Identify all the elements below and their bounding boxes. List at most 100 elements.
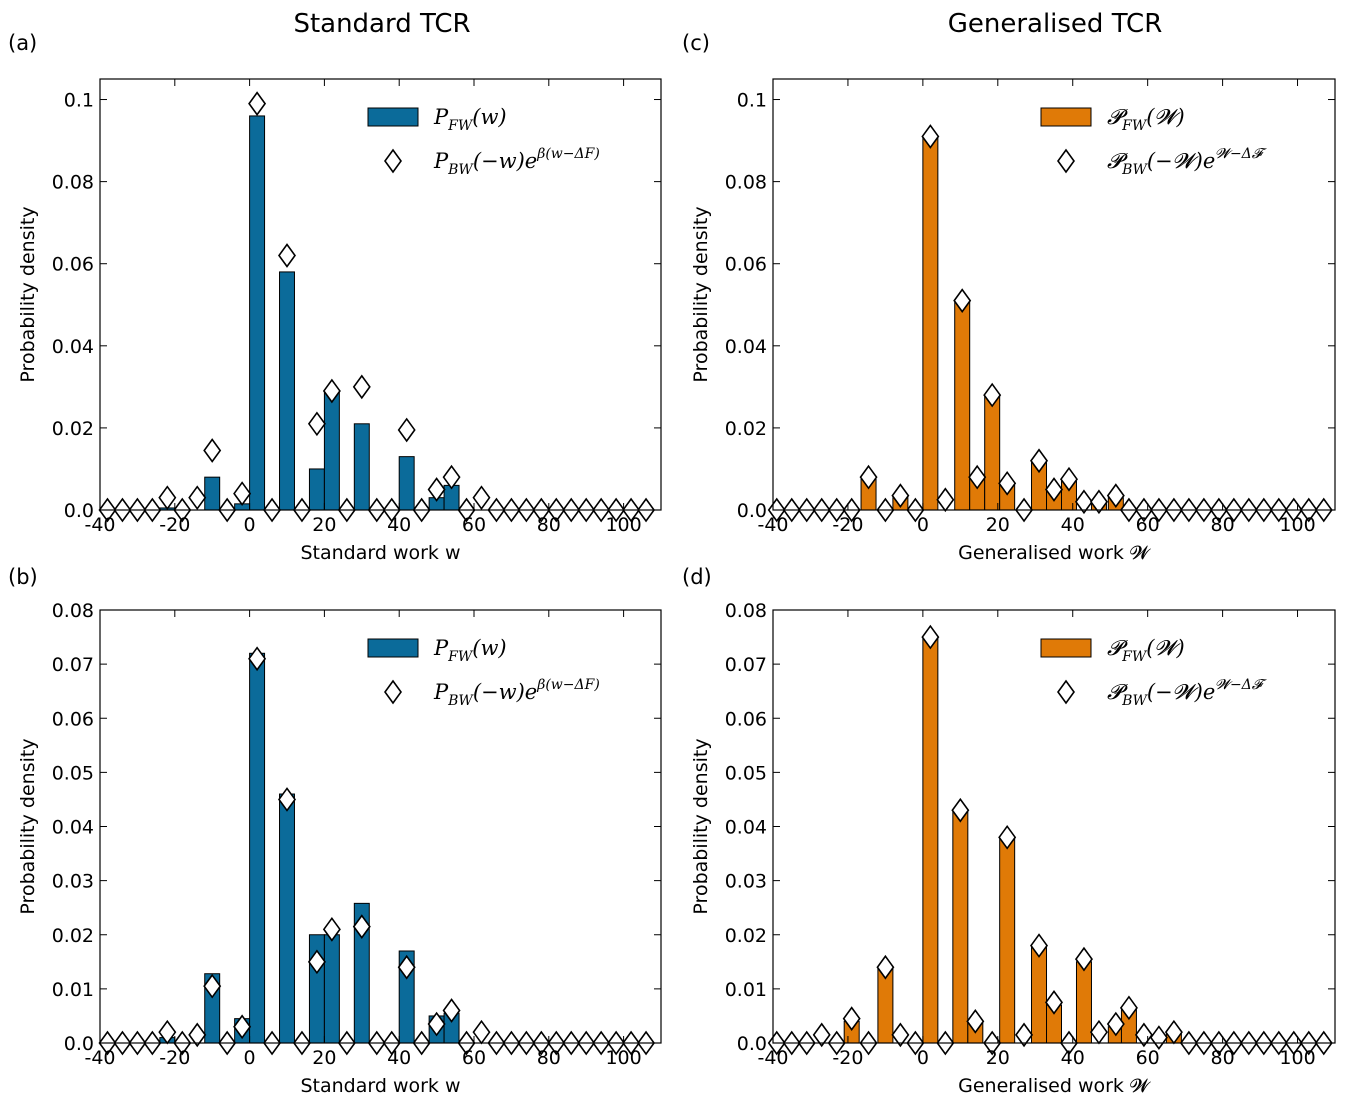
marker-point (278, 787, 296, 812)
marker-point (951, 797, 970, 823)
marker-point (203, 438, 222, 463)
column-title-standard: Standard TCR (293, 9, 470, 39)
x-axis-label: Standard work w (300, 542, 460, 564)
panel-b: (b) -40 -20 0 20 40 60 80 100 0.0 0.01 0.02 0.03 0.04… (8, 565, 662, 1097)
legend-entry-bars: PFW(w) (433, 636, 507, 665)
bar (249, 115, 266, 511)
axes-frame (772, 78, 1336, 511)
x-tick-label: 60 (462, 514, 486, 536)
x-tick-label: -40 (757, 1047, 788, 1069)
y-tick-label: 0.1 (737, 90, 767, 112)
marker-point (1106, 1011, 1125, 1037)
x-tick-label: 0 (244, 514, 256, 536)
legend: PFW(w) PBW(−w)eβ(w−ΔF) (367, 636, 600, 709)
marker-point (442, 464, 461, 490)
x-tick-label: -40 (84, 514, 115, 536)
x-tick-label: 40 (387, 1047, 411, 1069)
marker-point (1045, 990, 1063, 1015)
marker-point (158, 485, 177, 511)
y-tick-label: 0.06 (725, 254, 767, 276)
x-tick-label: 100 (1279, 514, 1315, 536)
marker-point (322, 916, 341, 942)
marker-point (891, 483, 910, 508)
x-tick-label: 80 (1211, 1047, 1235, 1069)
marker-point (352, 374, 371, 400)
marker-point (1074, 489, 1093, 515)
x-tick-label: 80 (537, 514, 561, 536)
legend-entry-bars: 𝓟FW(𝓦) (1107, 105, 1185, 134)
marker-point (983, 382, 1002, 408)
marker-point (1149, 1025, 1168, 1050)
bar (922, 135, 939, 511)
legend-entry-bars: PFW(w) (433, 105, 507, 134)
y-tick-label: 0.08 (52, 172, 94, 194)
y-tick-label: 0.0 (64, 500, 94, 522)
bar (1031, 945, 1048, 1044)
legend-marker-swatch (384, 148, 402, 174)
marker-point (427, 1011, 446, 1037)
y-tick-label: 0.02 (725, 418, 767, 440)
bar (1075, 961, 1092, 1044)
y-tick-label: 0.08 (725, 600, 767, 622)
marker-point (966, 1008, 985, 1034)
marker-point (233, 481, 252, 506)
y-tick-label: 0.05 (725, 762, 767, 784)
y-tick-label: 0.01 (52, 979, 94, 1001)
y-tick-label: 0.01 (725, 979, 767, 1001)
marker-point (936, 487, 955, 513)
y-tick-label: 0.07 (725, 654, 767, 676)
axes-frame (772, 609, 1336, 1044)
marker-point (307, 411, 326, 437)
marker-point (278, 243, 296, 268)
legend-marker-swatch (384, 679, 402, 705)
x-tick-label: -20 (832, 514, 863, 536)
y-tick-label: 0.08 (725, 172, 767, 194)
y-tick-label: 0.0 (737, 500, 767, 522)
x-tick-label: -40 (757, 514, 788, 536)
marker-point (352, 914, 371, 939)
marker-point (397, 954, 416, 980)
y-tick-label: 0.03 (725, 871, 767, 893)
x-tick-label: 20 (312, 514, 336, 536)
y-tick-label: 0.06 (52, 254, 94, 276)
legend-bar-swatch (367, 107, 419, 127)
bar (323, 390, 340, 511)
y-tick-label: 0.07 (52, 654, 94, 676)
legend-bar-swatch (367, 638, 419, 658)
marker-point (397, 417, 416, 443)
bar (999, 836, 1016, 1044)
y-tick-label: 0.02 (52, 418, 94, 440)
marker-point (921, 124, 940, 149)
legend-entry-markers: PBW(−w)eβ(w−ΔF) (433, 146, 600, 178)
bar (279, 793, 295, 1044)
x-tick-label: -20 (159, 1047, 190, 1069)
x-tick-label: 20 (986, 514, 1010, 536)
marker-point (248, 91, 267, 116)
legend-entry-markers: 𝓟BW(−𝓦)e𝓦−Δ𝓕 (1107, 146, 1267, 178)
marker-point (472, 1019, 491, 1045)
panel-a: (a) -40 -20 0 20 40 60 80 100 0.0 0.02 0.04 0.06 0.08… (8, 31, 662, 564)
y-tick-label: 0.06 (725, 708, 767, 730)
x-tick-label: 0 (244, 1047, 256, 1069)
marker-point (812, 1022, 831, 1048)
legend-bar-swatch (1040, 638, 1092, 658)
x-tick-label: 0 (917, 514, 929, 536)
marker-point (998, 470, 1017, 496)
marker-point (233, 1014, 252, 1040)
panel-d: (d) -40 -20 0 20 40 60 80 100 0.0 0.01 0.02 0.03 0.04… (682, 565, 1336, 1097)
panel-label: (b) (8, 565, 38, 589)
y-tick-label: 0.04 (52, 336, 94, 358)
legend: 𝓟FW(𝓦) 𝓟BW(−𝓦)e𝓦−Δ𝓕 (1040, 636, 1267, 709)
x-axis-label: Generalised work 𝓦 (958, 542, 1151, 564)
legend-entry-bars: 𝓟FW(𝓦) (1107, 636, 1185, 665)
marker-point (322, 378, 341, 404)
legend-marker-swatch (1057, 148, 1075, 174)
legend-bar-swatch (1040, 107, 1092, 127)
bar (398, 456, 415, 511)
panel-label: (d) (682, 565, 712, 589)
y-tick-label: 0.03 (52, 871, 94, 893)
marker-point (1030, 933, 1048, 958)
y-axis-label: Probability density (17, 738, 39, 914)
bar (249, 652, 266, 1044)
marker-point (188, 485, 207, 511)
